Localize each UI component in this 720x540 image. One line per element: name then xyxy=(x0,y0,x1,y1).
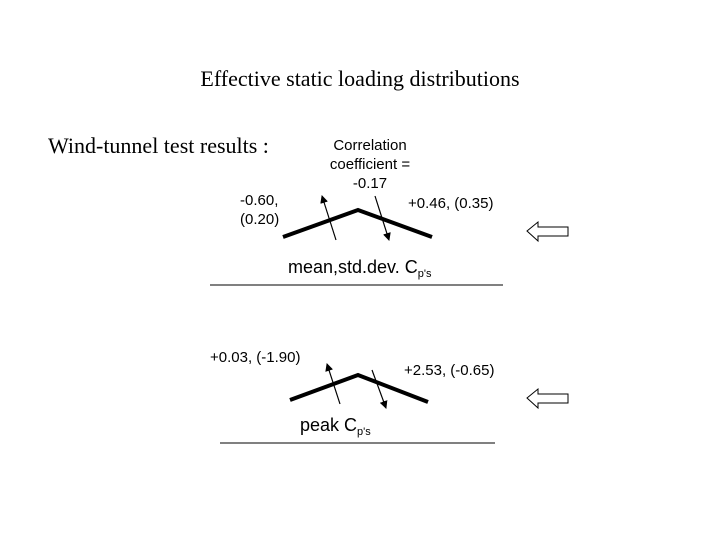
load-arrow xyxy=(371,369,388,409)
caption-sub: p's xyxy=(357,426,371,438)
load-arrow xyxy=(325,363,341,405)
left-label: -0.60, xyxy=(240,192,279,209)
wind-arrow xyxy=(526,387,569,410)
caption-text: mean,std.dev. C xyxy=(288,257,418,277)
load-arrow xyxy=(374,195,391,241)
correlation-line: coefficient = xyxy=(329,156,411,173)
caption: mean,std.dev. Cp's xyxy=(288,258,431,280)
caption: peak Cp's xyxy=(300,416,371,438)
correlation-line: -0.17 xyxy=(352,175,388,192)
roof-profile xyxy=(282,207,433,239)
subtitle: Wind-tunnel test results : xyxy=(48,133,269,158)
title: Effective static loading distributions xyxy=(200,66,520,91)
wind-arrow xyxy=(526,220,569,243)
roof-profile xyxy=(289,372,429,404)
left-label: (0.20) xyxy=(240,211,280,228)
right-label: +2.53, (-0.65) xyxy=(404,362,495,379)
caption-text: peak C xyxy=(300,415,358,435)
load-arrow xyxy=(320,195,337,241)
right-label: +0.46, (0.35) xyxy=(408,195,494,212)
correlation-line: Correlation xyxy=(333,137,407,154)
left-label: +0.03, (-1.90) xyxy=(210,349,301,366)
caption-sub: p's xyxy=(417,268,432,280)
